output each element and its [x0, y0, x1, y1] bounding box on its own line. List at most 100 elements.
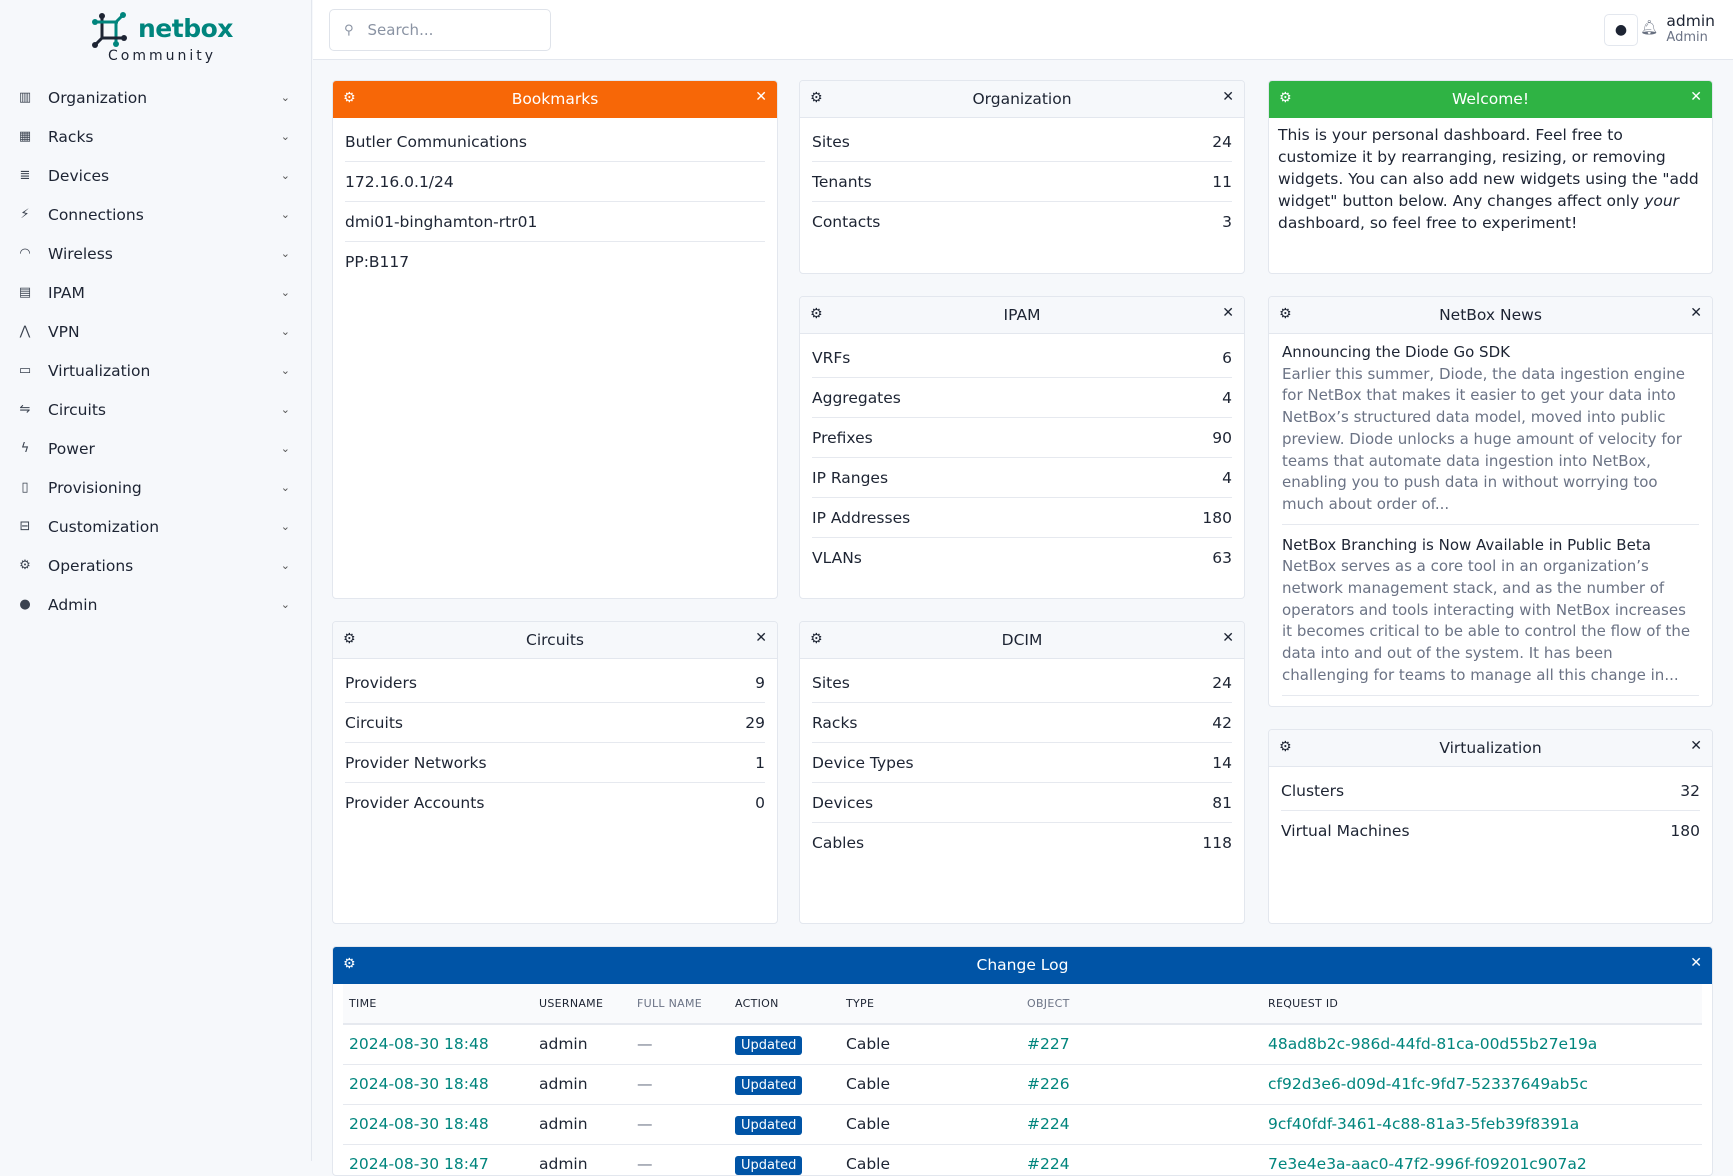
stat-row[interactable]: Provider Networks 1 — [345, 743, 765, 783]
stat-row[interactable]: Circuits 29 — [345, 703, 765, 743]
bookmark-item[interactable]: Butler Communications — [345, 122, 765, 162]
news-title[interactable]: Announcing the Diode Go SDK — [1282, 343, 1510, 361]
stat-label[interactable]: Devices — [812, 793, 874, 812]
stat-label[interactable]: Racks — [812, 713, 858, 732]
bookmark-item[interactable]: PP:B117 — [345, 242, 765, 282]
gear-icon[interactable]: ⚙ — [810, 90, 823, 106]
stat-row[interactable]: Cables 118 — [812, 823, 1232, 863]
stat-row[interactable]: Device Types 14 — [812, 743, 1232, 783]
stat-row[interactable]: IP Addresses 180 — [812, 498, 1232, 538]
column-header[interactable]: TYPE — [840, 984, 1021, 1025]
sidebar-item-admin[interactable]: ● Admin ⌄ — [0, 585, 312, 624]
close-icon[interactable]: ✕ — [755, 630, 767, 646]
stat-row[interactable]: Prefixes 90 — [812, 418, 1232, 458]
change-time-link[interactable]: 2024-08-30 18:48 — [349, 1115, 489, 1133]
close-icon[interactable]: ✕ — [1222, 305, 1234, 321]
change-time-link[interactable]: 2024-08-30 18:48 — [349, 1075, 489, 1093]
stat-row[interactable]: Provider Accounts 0 — [345, 783, 765, 823]
bookmark-link[interactable]: 172.16.0.1/24 — [345, 172, 454, 191]
organization-widget-header[interactable]: ⚙ Organization ✕ — [800, 81, 1244, 118]
column-header[interactable]: TIME — [343, 984, 533, 1025]
sidebar-item-provisioning[interactable]: ▯ Provisioning ⌄ — [0, 468, 312, 507]
stat-row[interactable]: VRFs 6 — [812, 338, 1232, 378]
gear-icon[interactable]: ⚙ — [343, 90, 356, 106]
gear-icon[interactable]: ⚙ — [343, 631, 356, 647]
ipam-widget-header[interactable]: ⚙ IPAM ✕ — [800, 297, 1244, 334]
object-link[interactable]: #227 — [1027, 1035, 1070, 1054]
welcome-widget-header[interactable]: ⚙ Welcome! ✕ — [1269, 81, 1712, 118]
stat-label[interactable]: Tenants — [812, 172, 872, 191]
sidebar-item-power[interactable]: ϟ Power ⌄ — [0, 429, 312, 468]
news-title[interactable]: NetBox Branching is Now Available in Pub… — [1282, 535, 1651, 554]
stat-label[interactable]: Device Types — [812, 753, 914, 772]
stat-label[interactable]: Sites — [812, 673, 850, 692]
request-id-link[interactable]: 9cf40fdf-3461-4c88-81a3-5feb39f8391a — [1268, 1115, 1580, 1133]
stat-row[interactable]: Virtual Machines 180 — [1281, 811, 1700, 851]
stat-label[interactable]: Virtual Machines — [1281, 822, 1410, 840]
close-icon[interactable]: ✕ — [1690, 305, 1702, 321]
change-time-link[interactable]: 2024-08-30 18:47 — [349, 1155, 489, 1173]
stat-row[interactable]: Tenants 11 — [812, 162, 1232, 202]
news-item[interactable]: Announcing the Diode Go SDK Earlier this … — [1282, 342, 1699, 525]
gear-icon[interactable]: ⚙ — [343, 956, 356, 972]
user-menu[interactable]: admin Admin — [1666, 12, 1715, 45]
stat-label[interactable]: Cables — [812, 834, 865, 852]
stat-label[interactable]: IP Addresses — [812, 508, 911, 527]
stat-label[interactable]: VLANs — [812, 549, 862, 567]
stat-label[interactable]: Provider Networks — [345, 753, 487, 772]
stat-label[interactable]: Prefixes — [812, 428, 873, 447]
stat-label[interactable]: Clusters — [1281, 781, 1345, 800]
object-link[interactable]: #224 — [1027, 1155, 1070, 1173]
request-id-link[interactable]: cf92d3e6-d09d-41fc-9fd7-52337649ab5c — [1268, 1075, 1588, 1093]
sidebar-item-connections[interactable]: ⚡ Connections ⌄ — [0, 195, 312, 234]
sidebar-item-customization[interactable]: ⊟ Customization ⌄ — [0, 507, 312, 546]
request-id-link[interactable]: 7e3e4e3a-aac0-47f2-996f-f09201c907a2 — [1268, 1155, 1587, 1173]
stat-label[interactable]: Sites — [812, 132, 850, 151]
stat-label[interactable]: Contacts — [812, 213, 881, 231]
gear-icon[interactable]: ⚙ — [1279, 739, 1292, 755]
gear-icon[interactable]: ⚙ — [810, 631, 823, 647]
stat-label[interactable]: IP Ranges — [812, 468, 889, 487]
sidebar-item-operations[interactable]: ⚙ Operations ⌄ — [0, 546, 312, 585]
gear-icon[interactable]: ⚙ — [810, 306, 823, 322]
sidebar-item-ipam[interactable]: ▤ IPAM ⌄ — [0, 273, 312, 312]
news-item[interactable]: A New Look For NetBox and NetBox Labs — [1282, 706, 1699, 707]
stat-label[interactable]: Aggregates — [812, 388, 901, 407]
bookmark-link[interactable]: PP:B117 — [345, 253, 410, 271]
stat-row[interactable]: Devices 81 — [812, 783, 1232, 823]
bookmarks-widget-header[interactable]: ⚙ Bookmarks ✕ — [333, 81, 777, 118]
netbox-news-widget-header[interactable]: ⚙ NetBox News ✕ — [1269, 297, 1712, 334]
bookmark-item[interactable]: dmi01-binghamton-rtr01 — [345, 202, 765, 242]
stat-label[interactable]: Provider Accounts — [345, 794, 485, 812]
bookmark-link[interactable]: dmi01-binghamton-rtr01 — [345, 212, 538, 231]
stat-row[interactable]: Racks 42 — [812, 703, 1232, 743]
stat-row[interactable]: Clusters 32 — [1281, 771, 1700, 811]
sidebar-item-virtualization[interactable]: ▭ Virtualization ⌄ — [0, 351, 312, 390]
netbox-logo[interactable]: netbox Community — [92, 12, 233, 70]
changelog-widget-header[interactable]: ⚙ Change Log ✕ — [333, 947, 1712, 984]
request-id-link[interactable]: 48ad8b2c-986d-44fd-81ca-00d55b27e19a — [1268, 1035, 1598, 1054]
stat-label[interactable]: Circuits — [345, 713, 403, 732]
stat-row[interactable]: Providers 9 — [345, 663, 765, 703]
sidebar-item-organization[interactable]: ▥ Organization ⌄ — [0, 78, 312, 117]
column-header[interactable]: REQUEST ID — [1262, 984, 1702, 1025]
stat-row[interactable]: VLANs 63 — [812, 538, 1232, 578]
sidebar-item-circuits[interactable]: ⇋ Circuits ⌄ — [0, 390, 312, 429]
theme-toggle-lightbulb-icon[interactable]: ● — [1604, 14, 1638, 46]
virtualization-widget-header[interactable]: ⚙ Virtualization ✕ — [1269, 730, 1712, 767]
sidebar-item-vpn[interactable]: ⋀ VPN ⌄ — [0, 312, 312, 351]
sidebar-item-devices[interactable]: ≣ Devices ⌄ — [0, 156, 312, 195]
stat-row[interactable]: Sites 24 — [812, 122, 1232, 162]
object-link[interactable]: #226 — [1027, 1075, 1070, 1093]
close-icon[interactable]: ✕ — [1222, 89, 1234, 105]
close-icon[interactable]: ✕ — [755, 89, 767, 105]
bookmark-link[interactable]: Butler Communications — [345, 132, 527, 151]
gear-icon[interactable]: ⚙ — [1279, 306, 1292, 322]
change-time-link[interactable]: 2024-08-30 18:48 — [349, 1035, 489, 1054]
close-icon[interactable]: ✕ — [1222, 630, 1234, 646]
stat-row[interactable]: Sites 24 — [812, 663, 1232, 703]
close-icon[interactable]: ✕ — [1690, 955, 1702, 971]
close-icon[interactable]: ✕ — [1690, 738, 1702, 754]
circuits-widget-header[interactable]: ⚙ Circuits ✕ — [333, 622, 777, 659]
column-header[interactable]: ACTION — [729, 984, 840, 1025]
